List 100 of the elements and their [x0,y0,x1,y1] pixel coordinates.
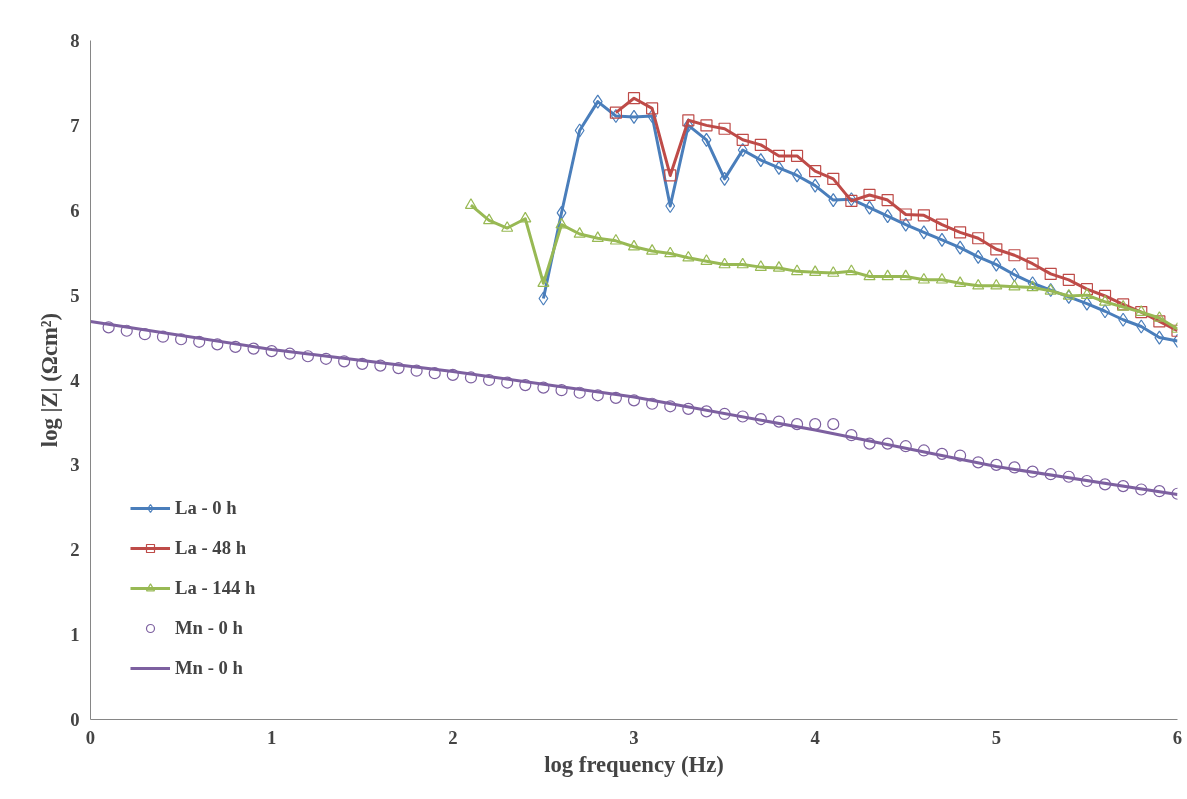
point [972,232,985,245]
point [1118,312,1129,327]
point [193,335,206,348]
point [701,132,712,147]
point [609,106,622,119]
legend-label: La - 0 h [175,497,237,519]
point [428,367,441,380]
point [719,171,730,186]
point [537,276,550,288]
point [102,321,115,334]
point [1154,330,1165,345]
point [917,444,930,457]
point [1153,485,1166,498]
point [555,217,568,229]
point [827,418,840,431]
point [881,269,894,281]
point [682,402,695,415]
x-tick-label: 3 [629,726,639,748]
point [810,178,821,193]
y-tick-label: 0 [70,709,80,730]
point [990,278,1003,290]
point [863,437,876,450]
x-tick-label: 1 [267,726,277,748]
point [1135,483,1148,496]
point [247,342,260,355]
point [736,257,749,269]
point [772,415,786,428]
point [718,407,731,421]
point [754,412,767,426]
point [918,225,929,240]
point [917,272,930,284]
point [519,379,532,392]
point [664,400,677,413]
point [682,114,695,127]
legend-label: La - 144 h [175,577,256,599]
point [627,239,641,251]
point [1008,249,1021,262]
point [591,389,604,402]
point [1009,267,1020,282]
point [591,231,604,243]
point [935,272,949,284]
point [229,340,242,353]
point [1080,288,1094,299]
point [863,188,876,202]
point [646,397,659,410]
point [790,418,804,431]
point [827,266,840,277]
point [845,429,858,442]
point [1044,267,1057,281]
point [1008,279,1021,291]
point [809,165,822,178]
point [754,138,767,151]
point [755,153,766,168]
point [592,94,603,109]
point [301,350,314,363]
point [754,260,767,271]
point [1136,319,1147,334]
point [519,211,532,223]
point [138,328,151,341]
y-tick-label: 8 [70,30,80,51]
point [827,172,840,185]
point [900,217,911,232]
point [790,264,804,276]
point [1026,280,1039,292]
point [845,264,858,276]
point [464,198,478,209]
y-axis-title: log |Z| (Ωcm²) [37,312,63,448]
point [156,330,170,343]
point [555,384,568,397]
point [682,250,695,262]
point [1062,289,1075,300]
x-tick-label: 2 [448,726,458,748]
point [772,149,786,163]
point [120,324,133,337]
point [609,391,622,404]
point [899,440,912,453]
point [917,209,930,222]
point [881,437,894,450]
point [538,291,549,306]
y-tick-label: 3 [70,454,80,476]
point [609,233,622,245]
point [899,208,912,221]
point [736,133,749,146]
legend-label: Mn - 0 h [175,617,243,639]
point [1063,289,1074,304]
point [1027,276,1038,291]
point [955,240,966,255]
point [356,357,369,370]
point [501,376,514,389]
point [627,394,641,407]
point [736,410,749,423]
point [283,347,296,360]
point [573,386,586,399]
y-tick-label: 1 [70,624,80,646]
point [464,371,478,384]
point [1098,478,1112,491]
point [790,149,804,163]
point [664,246,677,258]
point [1153,311,1166,322]
y-tick-label: 6 [70,199,80,221]
